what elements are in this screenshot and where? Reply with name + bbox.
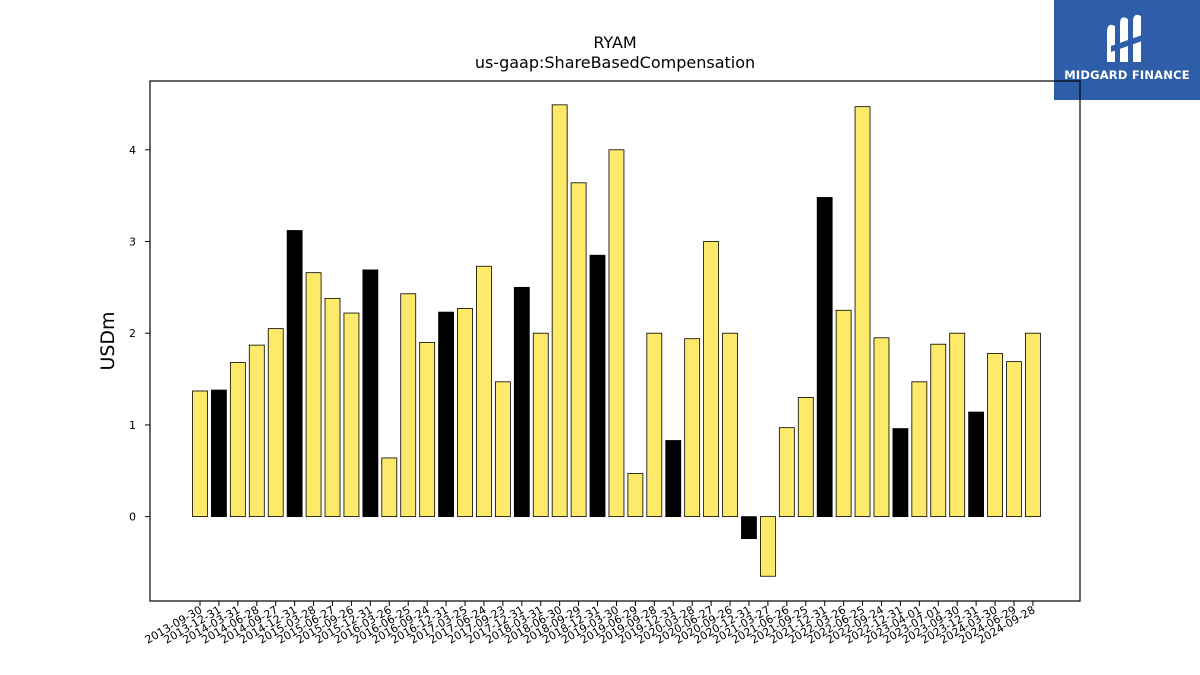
bar [494, 381, 511, 518]
logo-text: MIDGARD FINANCE [1064, 68, 1190, 82]
bar [192, 390, 208, 518]
bar [873, 337, 890, 518]
bar [438, 311, 454, 518]
bar [760, 516, 776, 577]
bar [816, 197, 833, 518]
bar [627, 473, 644, 518]
bar [835, 309, 852, 518]
y-tick-label: 0 [129, 511, 136, 524]
bar [665, 440, 682, 518]
midgard-logo-icon [1107, 14, 1145, 62]
bar [570, 182, 587, 518]
bar [286, 230, 303, 518]
bar [703, 241, 720, 518]
y-tick-label: 2 [129, 327, 136, 340]
bar [1006, 361, 1022, 518]
y-tick-label: 3 [129, 235, 136, 248]
bar [722, 332, 738, 518]
y-tick-label: 4 [129, 144, 136, 157]
plot-frame [149, 80, 1081, 602]
bar [646, 332, 663, 518]
bar [305, 272, 322, 518]
bar [949, 332, 966, 518]
bar [419, 341, 436, 518]
bar [457, 308, 473, 518]
bar [778, 427, 795, 518]
bar [589, 254, 606, 518]
bar [267, 328, 284, 518]
bar [741, 516, 757, 540]
bar [608, 149, 625, 518]
bar [324, 297, 341, 518]
bar [400, 293, 417, 518]
bar [892, 428, 909, 518]
bar [987, 352, 1003, 518]
chart-subtitle: us-gaap:ShareBasedCompensation [474, 53, 756, 72]
bar [968, 411, 985, 518]
bar [248, 344, 265, 518]
y-tick-label: 1 [129, 419, 136, 432]
bar [343, 312, 360, 518]
midgard-finance-logo: MIDGARD FINANCE [1054, 0, 1200, 100]
bar [229, 362, 246, 518]
bar [797, 397, 814, 518]
bar [1025, 332, 1041, 518]
bar [930, 343, 947, 518]
bar [211, 389, 227, 518]
bar [551, 104, 568, 518]
bar [476, 265, 492, 518]
bar [532, 332, 549, 518]
bar [911, 381, 928, 518]
bar [362, 269, 379, 518]
bar [381, 457, 398, 518]
bar [513, 286, 530, 518]
chart-title: RYAM [593, 33, 637, 52]
bar [684, 338, 701, 518]
bar [854, 106, 871, 518]
